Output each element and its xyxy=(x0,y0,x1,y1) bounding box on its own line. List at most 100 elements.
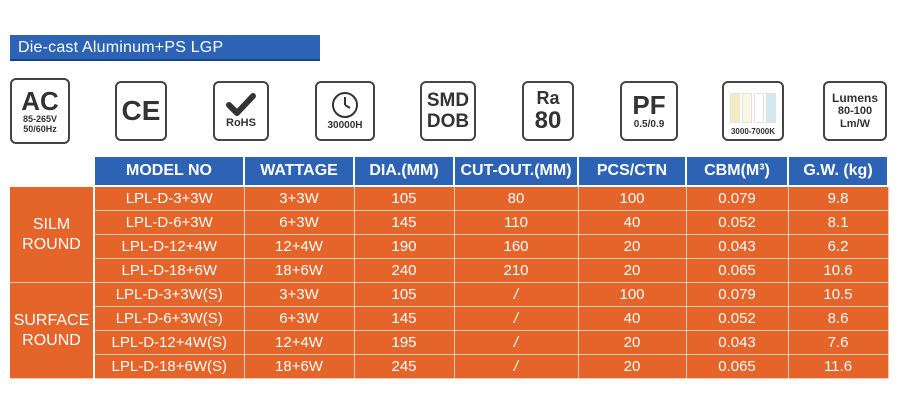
table-row: LPL-D-18+6W 18+6W 240 210 20 0.065 10.6 xyxy=(10,258,889,283)
ac-voltage-icon: AC 85-265V 50/60Hz xyxy=(10,78,70,144)
cell-diameter: 105 xyxy=(354,282,455,307)
cell-model-no: LPL-D-18+6W(S) xyxy=(94,354,245,379)
header-wattage: WATTAGE xyxy=(244,157,355,187)
table-row: LPL-D-6+3W(S) 6+3W 145/40 0.052 8.6 xyxy=(10,306,889,331)
cell-gross-weight: 7.6 xyxy=(788,330,889,355)
cell-pcs-ctn: 100 xyxy=(578,186,687,211)
lumens-label: Lumens xyxy=(831,91,878,105)
checkmark-icon xyxy=(226,93,256,116)
ra-label: Ra xyxy=(536,88,560,108)
cell-cbm: 0.043 xyxy=(686,234,789,259)
table-row: SILM ROUND LPL-D-3+3W 3+3W 105 80 100 0.079 9.8 xyxy=(10,186,889,283)
group-label-line1: SURFACE xyxy=(13,311,90,329)
lumens-icon: Lumens 80-100 Lm/W xyxy=(823,81,887,141)
header-cbm: CBM(M³) xyxy=(686,157,789,187)
cell-wattage: 18+6W xyxy=(244,258,355,283)
clock-icon xyxy=(332,92,358,118)
ce-certification-icon: CE xyxy=(115,81,167,141)
cell-wattage: 6+3W xyxy=(244,210,355,235)
cell-pcs-ctn: 40 xyxy=(578,306,687,331)
cell-gross-weight: 8.1 xyxy=(788,210,889,235)
cell-cut-out: / xyxy=(454,330,579,355)
cell-cut-out: 160 xyxy=(454,234,579,259)
cell-model-no: LPL-D-3+3W xyxy=(94,186,245,211)
rohs-label: RoHS xyxy=(226,117,256,129)
ra-index-icon: Ra 80 xyxy=(522,81,574,141)
cell-cbm: 0.065 xyxy=(686,258,789,283)
power-factor-icon: PF 0.5/0.9 xyxy=(620,81,678,141)
ac-frequency: 50/60Hz xyxy=(23,124,57,134)
group-label: SILM ROUND xyxy=(10,186,95,283)
lumens-value: 80-100 xyxy=(837,105,873,117)
color-swatch xyxy=(742,93,752,123)
cell-cbm: 0.052 xyxy=(686,306,789,331)
cell-wattage: 6+3W xyxy=(244,306,355,331)
cell-gross-weight: 10.5 xyxy=(788,282,889,307)
cell-model-no: LPL-D-18+6W xyxy=(94,258,245,283)
rohs-certification-icon: RoHS xyxy=(213,81,269,141)
cell-cut-out: / xyxy=(454,306,579,331)
lumens-unit: Lm/W xyxy=(840,118,870,130)
cell-model-no: LPL-D-3+3W(S) xyxy=(94,282,245,307)
cell-pcs-ctn: 20 xyxy=(578,234,687,259)
cell-wattage: 18+6W xyxy=(244,354,355,379)
cell-model-no: LPL-D-12+4W xyxy=(94,234,245,259)
lifetime-label: 30000H xyxy=(327,120,363,131)
cell-wattage: 3+3W xyxy=(244,186,355,211)
color-temperature-icon: 3000-7000K xyxy=(722,81,784,141)
table-row: LPL-D-12+4W(S) 12+4W 195/20 0.043 7.6 xyxy=(10,330,889,355)
cell-gross-weight: 8.6 xyxy=(788,306,889,331)
table-row: LPL-D-18+6W(S) 18+6W 245/20 0.065 11.6 xyxy=(10,354,889,379)
chip-line1: SMD xyxy=(426,90,470,111)
header-pcs-ctn: PCS/CTN xyxy=(578,157,687,187)
cell-wattage: 12+4W xyxy=(244,234,355,259)
spec-table: MODEL NO WATTAGE DIA.(MM) CUT-OUT.(MM) P… xyxy=(10,157,889,379)
pf-value: 0.5/0.9 xyxy=(633,119,665,130)
cell-model-no: LPL-D-6+3W(S) xyxy=(94,306,245,331)
table-header-row: MODEL NO WATTAGE DIA.(MM) CUT-OUT.(MM) P… xyxy=(10,157,889,187)
header-corner xyxy=(10,157,95,187)
group-label-line1: SILM xyxy=(32,215,71,233)
cell-gross-weight: 11.6 xyxy=(788,354,889,379)
cell-diameter: 240 xyxy=(354,258,455,283)
cell-cbm: 0.065 xyxy=(686,354,789,379)
cell-cut-out: / xyxy=(454,354,579,379)
table-row: LPL-D-12+4W 12+4W 190 160 20 0.043 6.2 xyxy=(10,234,889,259)
header-gross-weight: G.W. (kg) xyxy=(788,157,889,187)
cell-diameter: 245 xyxy=(354,354,455,379)
cell-diameter: 145 xyxy=(354,306,455,331)
chip-line2: DOB xyxy=(426,111,470,132)
cell-cbm: 0.079 xyxy=(686,282,789,307)
cell-cbm: 0.079 xyxy=(686,186,789,211)
group-label-line2: ROUND xyxy=(22,235,81,253)
cell-wattage: 3+3W xyxy=(244,282,355,307)
chip-type-icon: SMD DOB xyxy=(420,81,476,141)
ra-value: 80 xyxy=(534,107,562,134)
cell-cbm: 0.052 xyxy=(686,210,789,235)
color-swatch xyxy=(766,93,776,123)
cell-cut-out: / xyxy=(454,282,579,307)
cct-label: 3000-7000K xyxy=(730,127,776,136)
color-swatches xyxy=(730,93,776,123)
cell-model-no: LPL-D-6+3W xyxy=(94,210,245,235)
cell-model-no: LPL-D-12+4W(S) xyxy=(94,330,245,355)
cell-diameter: 105 xyxy=(354,186,455,211)
cell-gross-weight: 9.8 xyxy=(788,186,889,211)
pf-label: PF xyxy=(632,90,666,120)
ac-label: AC xyxy=(21,86,59,116)
cell-diameter: 195 xyxy=(354,330,455,355)
cell-cut-out: 210 xyxy=(454,258,579,283)
cell-cut-out: 80 xyxy=(454,186,579,211)
table-row: LPL-D-6+3W 6+3W 145 110 40 0.052 8.1 xyxy=(10,210,889,235)
page-title: Die-cast Aluminum+PS LGP xyxy=(10,35,320,61)
cell-diameter: 190 xyxy=(354,234,455,259)
color-swatch xyxy=(730,93,740,123)
cell-pcs-ctn: 20 xyxy=(578,354,687,379)
group-label-line2: ROUND xyxy=(22,331,81,349)
table-row: SURFACE ROUND LPL-D-3+3W(S) 3+3W 105/100 0.07… xyxy=(10,282,889,379)
cell-pcs-ctn: 20 xyxy=(578,330,687,355)
header-cut-out: CUT-OUT.(MM) xyxy=(454,157,579,187)
cell-pcs-ctn: 40 xyxy=(578,210,687,235)
header-diameter: DIA.(MM) xyxy=(354,157,455,187)
lifetime-clock-icon: 30000H xyxy=(315,81,375,141)
